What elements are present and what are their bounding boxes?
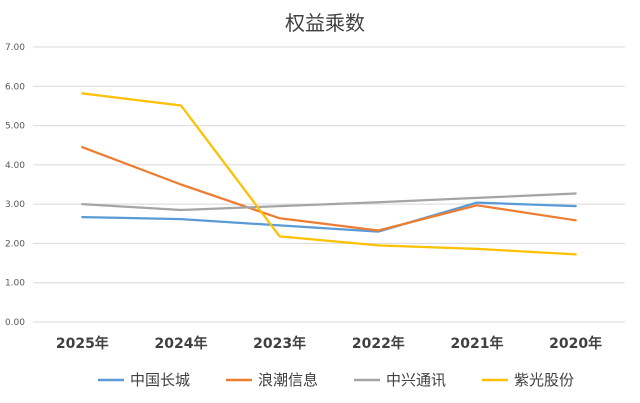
y-tick-label: 2.00 [5, 239, 25, 249]
series-lines [81, 92, 577, 256]
legend-label: 紫光股份 [514, 371, 574, 389]
legend-label: 浪潮信息 [258, 371, 318, 389]
legend-label: 中国长城 [130, 371, 190, 389]
series-line-1 [81, 146, 577, 232]
x-tick-label: 2021年 [451, 335, 504, 352]
series-line-3 [81, 92, 577, 256]
y-tick-label: 4.00 [5, 161, 25, 171]
chart-title: 权益乘数 [285, 11, 365, 35]
y-axis-ticks: 0.00 1.00 2.00 3.00 4.00 5.00 6.00 7.00 [5, 43, 25, 328]
x-tick-label: 2022年 [352, 335, 405, 352]
y-tick-label: 0.00 [5, 318, 25, 328]
x-tick-label: 2024年 [155, 335, 208, 352]
y-tick-label: 7.00 [5, 43, 25, 53]
x-tick-label: 2020年 [549, 335, 602, 352]
y-tick-label: 3.00 [5, 200, 25, 210]
y-tick-label: 1.00 [5, 279, 25, 289]
legend-label: 中兴通讯 [386, 371, 446, 389]
legend: 中国长城 浪潮信息 中兴通讯 紫光股份 [98, 371, 574, 389]
y-tick-label: 5.00 [5, 122, 25, 132]
x-tick-label: 2023年 [253, 335, 306, 352]
y-gridlines [33, 46, 625, 323]
series-line-0 [81, 201, 577, 233]
series-line-2 [81, 192, 577, 212]
x-tick-label: 2025年 [56, 335, 109, 352]
y-tick-label: 6.00 [5, 82, 25, 92]
x-axis-ticks: 2025年 2024年 2023年 2022年 2021年 2020年 [56, 335, 602, 352]
